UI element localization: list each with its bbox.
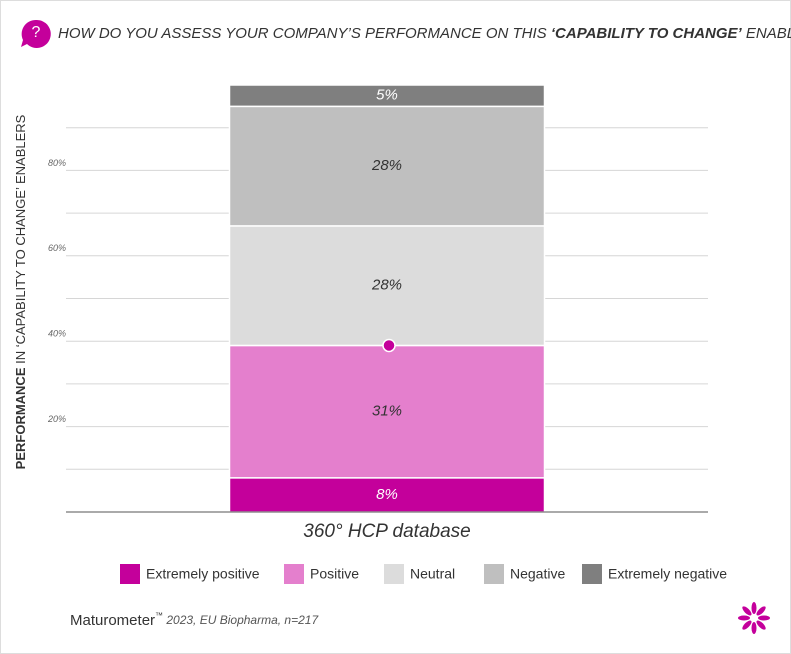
legend-swatch: [484, 564, 504, 584]
data-label: 28%: [371, 277, 402, 294]
marker: [382, 338, 396, 353]
data-label: 28%: [371, 157, 402, 174]
question-icon: [21, 19, 51, 48]
data-label: 31%: [372, 403, 402, 420]
legend-label: Positive: [310, 566, 359, 582]
legend-label: Negative: [510, 566, 565, 582]
legend-swatch: [582, 564, 602, 584]
legend-label: Neutral: [410, 566, 455, 582]
bar-segment: [228, 344, 546, 479]
footer: Maturometer™ 2023, EU Biopharma, n=217: [70, 611, 319, 629]
footer-note: 2023, EU Biopharma, n=217: [163, 613, 319, 627]
bar-segment: [228, 477, 546, 513]
title-part: ‘CAPABILITY TO CHANGE’: [551, 25, 743, 42]
chart-title: HOW DO YOU ASSESS YOUR COMPANY’S PERFORM…: [58, 25, 791, 42]
trademark: ™: [155, 611, 163, 620]
y-tick-label: 20%: [47, 414, 66, 424]
legend-label: Extremely negative: [608, 566, 727, 582]
data-label: 5%: [376, 87, 398, 104]
x-tick-label: 360° HCP database: [303, 521, 470, 542]
y-tick-label: 60%: [48, 243, 66, 253]
legend-swatch: [384, 564, 404, 584]
bar-segment: [228, 225, 546, 347]
legend-swatch: [284, 564, 304, 584]
y-tick-label: 40%: [48, 329, 66, 339]
legend-label: Extremely positive: [146, 566, 260, 582]
title-part: HOW DO YOU ASSESS YOUR COMPANY’S PERFORM…: [58, 25, 551, 42]
y-axis-label: PERFORMANCE IN ‘CAPABILITY TO CHANGE’ EN…: [13, 114, 28, 469]
legend-swatch: [120, 564, 140, 584]
label-part: IN ‘CAPABILITY TO CHANGE’ ENABLERS: [13, 114, 28, 367]
bar-segment: [228, 105, 546, 227]
bar-segment: [228, 84, 546, 108]
brand: Maturometer: [70, 612, 155, 629]
logo: [738, 602, 770, 634]
data-label: 8%: [376, 486, 398, 503]
icon-text: ?: [32, 24, 41, 41]
title-part: ENABLER?: [742, 25, 791, 42]
y-tick-label: 80%: [48, 158, 66, 168]
label-part: PERFORMANCE: [13, 367, 28, 469]
